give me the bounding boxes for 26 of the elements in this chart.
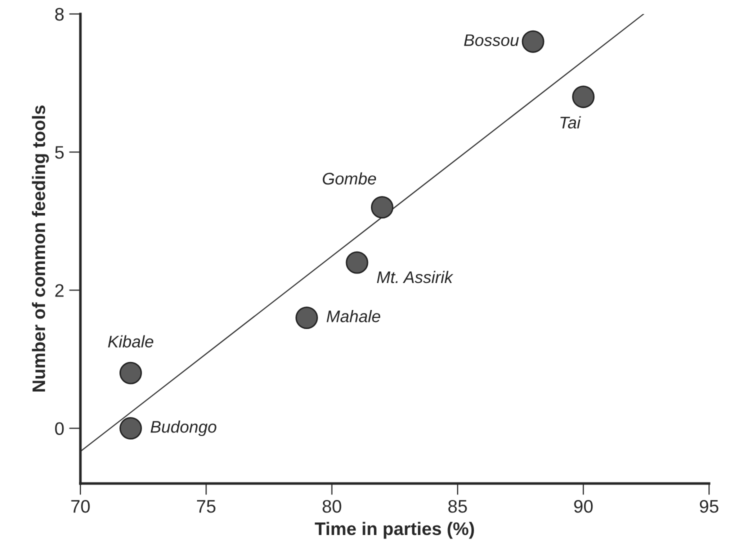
- annotation: Mahale: [326, 310, 380, 322]
- x-tick-label: 90: [574, 500, 593, 513]
- point: [522, 30, 544, 53]
- point: [296, 306, 318, 330]
- y-tick-label: 5: [55, 146, 64, 159]
- y-tick-label: 0: [55, 422, 64, 436]
- x-tick-label: 95: [700, 500, 718, 513]
- annotation: Bossou: [464, 34, 519, 46]
- annotation: Gombe: [322, 172, 376, 185]
- annotation: Mt. Assirik: [376, 270, 454, 284]
- y-tick-label: 2: [55, 284, 64, 297]
- annotation: Budongo: [150, 420, 216, 436]
- x-tick-label: 80: [322, 500, 342, 513]
- point: [572, 86, 595, 108]
- x-axis-title: Time in parties (%): [314, 522, 474, 539]
- point: [119, 362, 142, 384]
- annotation: Tai: [560, 116, 581, 129]
- annotation: Kibale: [108, 335, 154, 348]
- x-tick-label: 75: [197, 500, 216, 513]
- y-tick-label: 8: [55, 8, 64, 21]
- x-tick-label: 70: [71, 500, 90, 513]
- x-tick-label: 85: [448, 500, 467, 513]
- point: [346, 251, 368, 274]
- point: [370, 196, 394, 219]
- point: [119, 417, 142, 440]
- y-axis-title: Number of common feeding tools: [32, 106, 49, 392]
